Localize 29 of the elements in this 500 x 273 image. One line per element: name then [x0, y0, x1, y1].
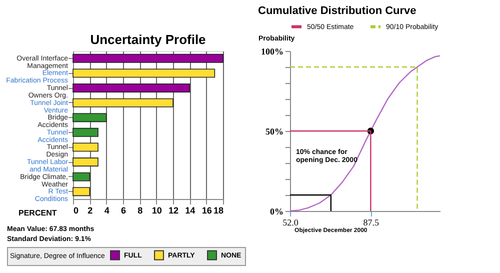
bar: [72, 142, 98, 152]
bar: [72, 128, 98, 137]
bar: [72, 172, 90, 182]
y-tick-label: 0%: [270, 206, 284, 216]
x-tick-label: 12: [168, 206, 179, 216]
x-tick-label: 2: [88, 206, 93, 216]
bar: [72, 54, 224, 63]
chart-title: Cumulative Distribution Curve: [258, 5, 416, 17]
x-tick-label: 10: [152, 206, 162, 216]
x-tick-label: 14: [185, 206, 196, 216]
x-tick-label: 87.5: [363, 218, 380, 228]
bar: [72, 68, 216, 78]
bar: [72, 84, 190, 92]
x-tick-label: 0: [74, 206, 79, 216]
x-tick-label: 52.0: [282, 218, 299, 228]
y-tick-label: 50%: [266, 126, 284, 136]
bar: [72, 113, 107, 122]
x-tick-label: 18: [213, 206, 224, 216]
line-series: [289, 55, 441, 212]
x-tick-label: 8: [138, 206, 143, 216]
x-tick-label: 4: [104, 206, 110, 216]
bar: [72, 187, 90, 196]
bar: [72, 158, 98, 166]
y-tick-label: 100%: [261, 46, 284, 56]
x-axis-title: PERCENT: [18, 208, 57, 218]
x-tick-label: 6: [120, 206, 126, 216]
chart-title: Uncertainty Profile: [90, 32, 206, 47]
bar: [72, 98, 174, 108]
x-tick-label: 16: [202, 206, 212, 216]
